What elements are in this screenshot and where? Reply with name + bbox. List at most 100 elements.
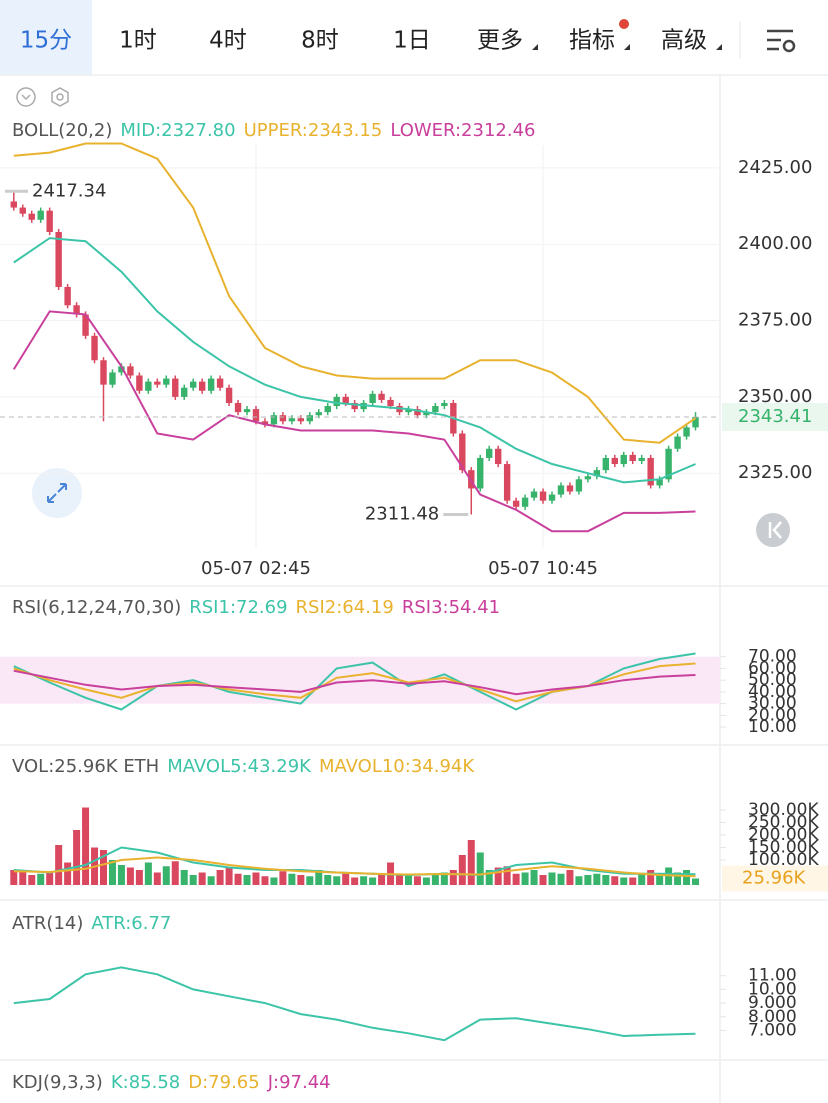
candle-body (333, 396, 340, 407)
y-tick-label: 50.00 (748, 670, 797, 690)
volume-bar (674, 872, 682, 885)
indicator-line (13, 142, 697, 444)
candle-body (629, 454, 636, 461)
candle-body (441, 402, 448, 407)
tab[interactable]: 15分 (20, 28, 72, 54)
header-item: BOLL(20,2) (12, 120, 112, 141)
tab[interactable]: 更多 (477, 28, 523, 54)
volume-bar (46, 872, 54, 885)
y-tick-label: 70.00 (748, 647, 797, 667)
volume-bar (153, 872, 161, 885)
candle-body (387, 399, 394, 407)
candle-body (270, 415, 278, 425)
notification-dot (619, 19, 629, 29)
y-tick-label: 40.00 (748, 682, 797, 702)
y-tick-label: 60.00 (748, 658, 797, 678)
volume-bar (100, 850, 107, 885)
volume-bar (629, 877, 637, 885)
header-item: LOWER:2312.46 (390, 120, 535, 141)
candle-body (19, 207, 26, 214)
volume-bar (611, 876, 619, 885)
candle-body (620, 454, 627, 465)
volume-bar (135, 870, 143, 885)
volume-bar (171, 861, 179, 885)
candle-body (674, 436, 681, 449)
indicator-header: KDJ(9,3,3) K:85.58 D:79.65 J:97.44 (12, 1072, 331, 1093)
settings-icon[interactable] (767, 29, 796, 53)
tab[interactable]: 8时 (301, 28, 339, 54)
last-price-box (722, 402, 828, 431)
y-tick-label: 7.000 (748, 1021, 797, 1041)
candle-body (82, 314, 89, 336)
tab[interactable]: 1日 (393, 28, 431, 54)
volume-bar (422, 877, 430, 885)
header-item: ATR(14) (12, 913, 83, 934)
indicator-header: ATR(14) ATR:6.77 (12, 913, 171, 934)
candle-body (225, 387, 233, 403)
volume-bar (55, 845, 63, 885)
header-item: K:85.58 (111, 1072, 180, 1093)
candle-body (136, 375, 143, 391)
candle-body (351, 402, 358, 410)
candle-body (64, 286, 71, 306)
header-item: VOL:25.96K ETH (12, 756, 159, 777)
volume-bar (458, 855, 466, 885)
volume-bar (539, 875, 547, 885)
header-item: RSI1:72.69 (189, 597, 287, 618)
toggle-icons[interactable] (16, 87, 69, 107)
header-item: MAVOL10:34.94K (319, 756, 475, 777)
volume-bar (216, 870, 224, 885)
candle-body (638, 457, 645, 461)
candle-body (28, 213, 35, 220)
candle-body (477, 457, 484, 489)
candle-body (557, 485, 565, 495)
volume-bar (252, 872, 260, 885)
y-tick-label: 9.000 (748, 993, 797, 1013)
volume-bar (369, 877, 377, 885)
candle-body (486, 448, 493, 458)
header-item: RSI3:54.41 (402, 597, 500, 618)
candle-body (575, 479, 583, 492)
candle-body (530, 491, 538, 498)
volume-bar (10, 870, 18, 885)
volume-bar (207, 876, 215, 885)
y-tick-label: 10.00 (748, 979, 797, 999)
volume-bar (620, 877, 628, 885)
volume-bar (333, 876, 341, 885)
tab[interactable]: 指标 (569, 28, 615, 54)
tab[interactable]: 1时 (119, 28, 157, 54)
indicator-line (13, 856, 696, 878)
candle-body (46, 210, 53, 233)
candle-body (163, 378, 170, 385)
x-tick-label: 05-07 10:45 (488, 558, 598, 579)
header-item: UPPER:2343.15 (244, 120, 383, 141)
y-tick-label: 20.00 (748, 705, 797, 725)
candle-body (190, 381, 197, 388)
candle-body (593, 470, 601, 477)
tab[interactable]: 4时 (209, 28, 247, 54)
dropdown-caret (624, 44, 630, 50)
volume-bar (566, 870, 574, 885)
back-to-latest-button[interactable] (756, 513, 790, 547)
candle-body (459, 433, 466, 471)
header-item: MID:2327.80 (120, 120, 235, 141)
expand-button[interactable] (32, 468, 82, 518)
candle-body (234, 402, 242, 413)
candle-body (584, 476, 592, 480)
y-tick-label: 250.00K (748, 813, 819, 833)
volume-bar (638, 873, 646, 885)
candle-body (378, 393, 385, 400)
volume-bar (279, 871, 287, 885)
x-tick-label: 05-07 02:45 (201, 558, 311, 579)
max-label: 2417.34 (32, 180, 106, 201)
candle-body (602, 457, 610, 471)
candle-body (521, 497, 529, 507)
volume-bar (503, 866, 511, 885)
tab[interactable]: 高级 (661, 28, 707, 54)
volume-bar (692, 878, 700, 885)
y-tick-label: 300.00K (748, 800, 819, 820)
indicator-header: BOLL(20,2) MID:2327.80 UPPER:2343.15 LOWER:… (12, 120, 536, 141)
volume-bar (73, 830, 81, 885)
candle-body (154, 381, 161, 385)
candle-body (73, 305, 80, 315)
